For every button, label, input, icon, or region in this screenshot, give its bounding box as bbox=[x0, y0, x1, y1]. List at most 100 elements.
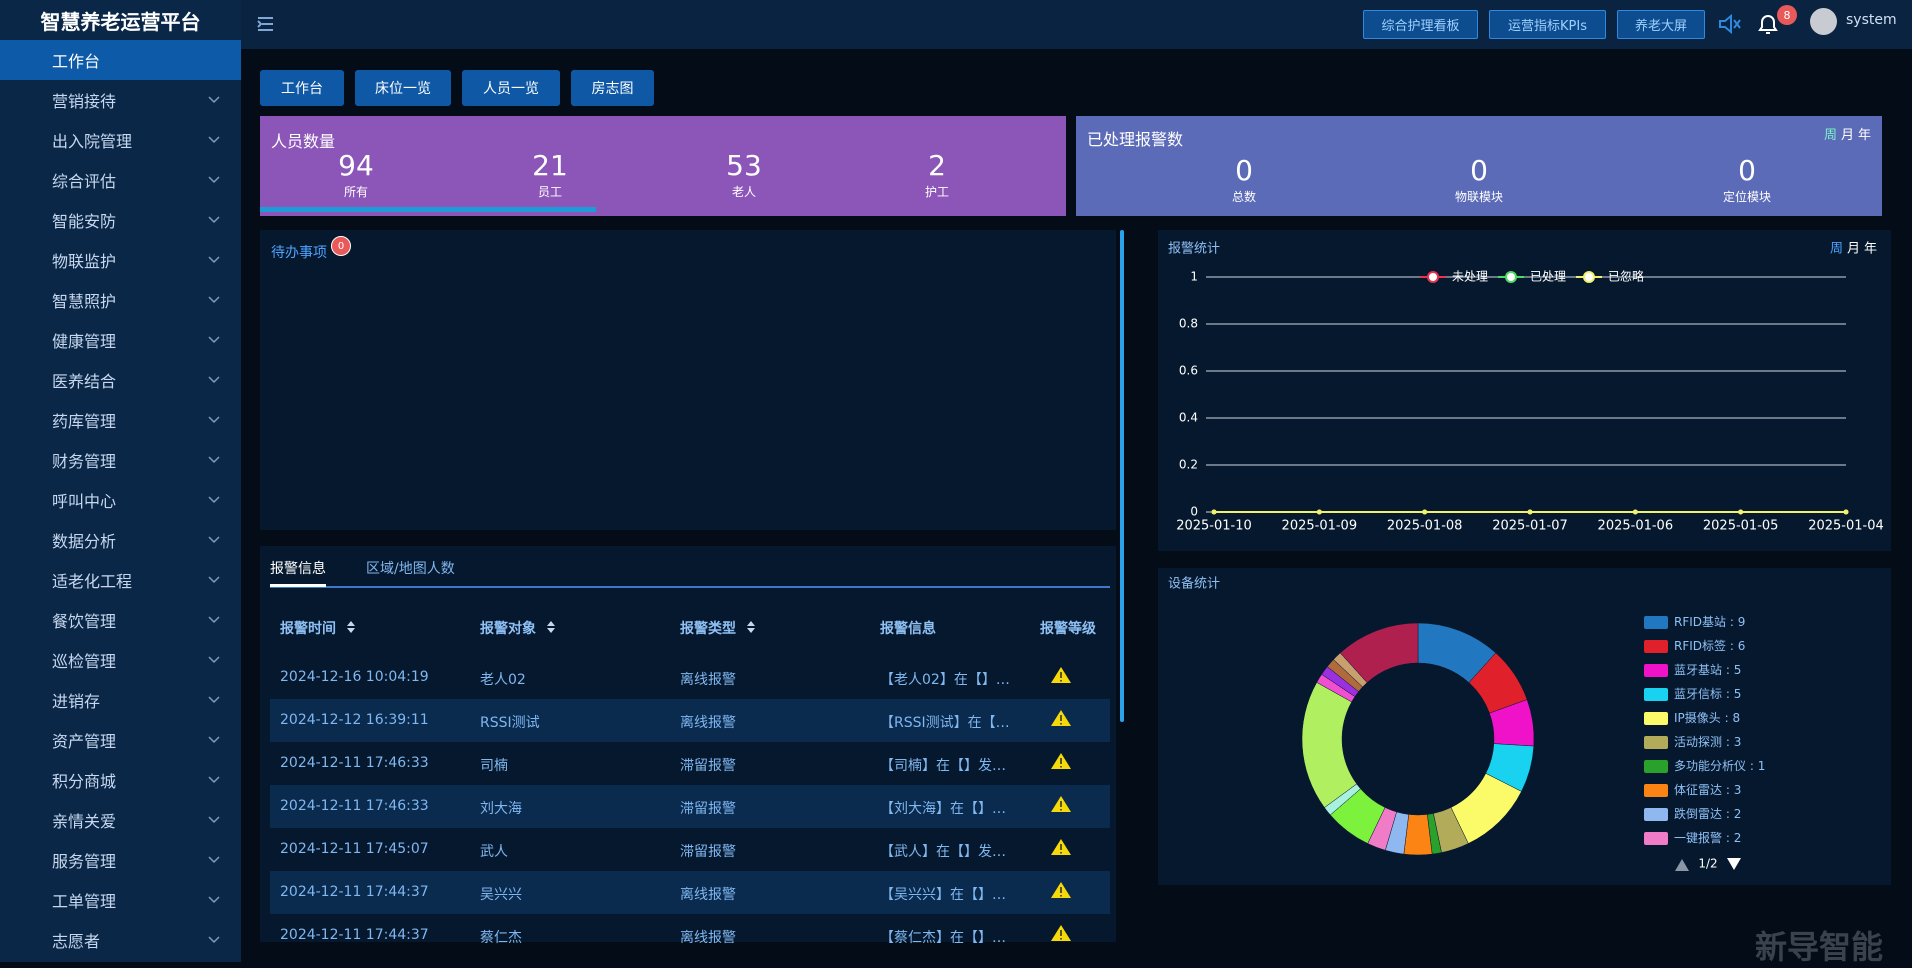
legend-separator: : bbox=[1722, 831, 1734, 845]
sidebar-item[interactable]: 工单管理 bbox=[0, 880, 241, 920]
table-cell: 2024-12-11 17:45:07 bbox=[280, 841, 429, 857]
sidebar-item[interactable]: 医养结合 bbox=[0, 360, 241, 400]
chevron bbox=[208, 496, 220, 504]
sidebar-item[interactable]: 资产管理 bbox=[0, 720, 241, 760]
y-tick-label: 0.4 bbox=[1179, 411, 1198, 425]
legend-swatch bbox=[1644, 832, 1668, 845]
x-tick-label: 2025-01-07 bbox=[1492, 519, 1568, 534]
stat-value: 0 bbox=[1235, 154, 1253, 187]
sidebar-item[interactable]: 呼叫中心 bbox=[0, 480, 241, 520]
column-header[interactable]: 报警类型 bbox=[680, 621, 736, 637]
notification-badge: 8 bbox=[1777, 5, 1797, 25]
quick-tab[interactable]: 房志图 bbox=[571, 70, 654, 106]
sidebar-item[interactable]: 药库管理 bbox=[0, 400, 241, 440]
column-header: 报警等级 bbox=[1040, 621, 1096, 637]
chevron bbox=[208, 376, 220, 384]
point bbox=[1632, 509, 1638, 515]
table-cell: 离线报警 bbox=[680, 887, 736, 903]
chart-title: 设备统计 bbox=[1168, 576, 1220, 592]
period-option[interactable]: 周 bbox=[1824, 128, 1838, 143]
sidebar-item[interactable]: 餐饮管理 bbox=[0, 600, 241, 640]
table-cell: 滞留报警 bbox=[680, 844, 736, 860]
table-tab[interactable]: 区域/地图人数 bbox=[366, 561, 455, 577]
period-option: 年 bbox=[1864, 242, 1877, 257]
table-cell: 【老人02】在【】… bbox=[880, 672, 1010, 688]
mute-icon[interactable] bbox=[1717, 12, 1743, 36]
header-button[interactable]: 养老大屏 bbox=[1617, 10, 1705, 39]
legend-value: 2 bbox=[1734, 831, 1742, 845]
header-button[interactable]: 运营指标KPIs bbox=[1489, 10, 1606, 39]
avatar[interactable] bbox=[1810, 8, 1837, 35]
tab-line bbox=[270, 586, 1110, 588]
sidebar-item[interactable]: 进销存 bbox=[0, 680, 241, 720]
table-cell: 离线报警 bbox=[680, 715, 736, 731]
legend-name: RFID基站 bbox=[1674, 615, 1726, 629]
sidebar-item[interactable]: 出入院管理 bbox=[0, 120, 241, 160]
sidebar-item[interactable]: 志愿者 bbox=[0, 920, 241, 960]
x-tick-label: 2025-01-05 bbox=[1703, 519, 1779, 534]
y-tick-label: 0 bbox=[1190, 505, 1198, 519]
legend-label: 体征雷达 : 3 bbox=[1674, 783, 1741, 797]
legend-label: 多功能分析仪 : 1 bbox=[1674, 759, 1765, 773]
legend-swatch bbox=[1644, 616, 1668, 629]
sidebar-item[interactable]: 营销接待 bbox=[0, 80, 241, 120]
sidebar-item[interactable]: 综合评估 bbox=[0, 160, 241, 200]
sidebar-item[interactable]: 工作台 bbox=[0, 40, 241, 80]
column-header[interactable]: 报警对象 bbox=[480, 621, 536, 637]
sidebar: 智慧养老运营平台 工作台 营销接待 出入院管理 综合评估 智能安防 物联监护 智慧照护 健康管… bbox=[0, 0, 241, 962]
sort-icon[interactable] bbox=[746, 620, 756, 634]
table-cell: 【刘大海】在【】… bbox=[880, 801, 1006, 817]
stat-label: 总数 bbox=[1231, 190, 1256, 204]
sidebar-item[interactable]: 亲情关爱 bbox=[0, 800, 241, 840]
column-header[interactable]: 报警时间 bbox=[280, 621, 336, 637]
legend-name: 跌倒雷达 bbox=[1674, 806, 1722, 821]
user-name[interactable]: system bbox=[1846, 12, 1897, 28]
sidebar-item[interactable]: 适老化工程 bbox=[0, 560, 241, 600]
bell-icon[interactable] bbox=[1756, 12, 1780, 38]
people-card: 人员数量 94 所有 21 员工 53 老人 2 护工 bbox=[260, 116, 1066, 216]
todo-badge: 0 bbox=[331, 236, 351, 256]
table-cell: 【武人】在【】发… bbox=[880, 844, 1006, 860]
legend-separator: : bbox=[1722, 687, 1734, 701]
sidebar-item[interactable]: 财务管理 bbox=[0, 440, 241, 480]
sort-icon[interactable] bbox=[546, 620, 556, 634]
chart-title: 报警统计 bbox=[1168, 241, 1220, 257]
legend-value: 5 bbox=[1734, 663, 1742, 677]
sidebar-item[interactable]: 数据分析 bbox=[0, 520, 241, 560]
legend-label: 一键报警 : 2 bbox=[1674, 830, 1741, 845]
sidebar-item[interactable]: 健康管理 bbox=[0, 320, 241, 360]
sidebar-item[interactable]: 服务管理 bbox=[0, 840, 241, 880]
legend-value: 8 bbox=[1732, 711, 1740, 725]
stat-label: 员工 bbox=[537, 185, 562, 199]
period-option[interactable]: 年 bbox=[1858, 128, 1872, 143]
legend-swatch bbox=[1644, 736, 1668, 749]
quick-tab[interactable]: 床位一览 bbox=[355, 70, 451, 106]
table-cell: 2024-12-11 17:46:33 bbox=[280, 798, 429, 814]
quick-tab[interactable]: 工作台 bbox=[260, 70, 344, 106]
legend-name: 活动探测 bbox=[1674, 735, 1722, 749]
sidebar-item[interactable]: 物联监护 bbox=[0, 240, 241, 280]
stat-value: 21 bbox=[532, 149, 568, 182]
scrollbar[interactable] bbox=[1120, 230, 1124, 722]
sidebar-item[interactable]: 积分商城 bbox=[0, 760, 241, 800]
header-button[interactable]: 综合护理看板 bbox=[1363, 10, 1478, 39]
sidebar-item[interactable]: 智能安防 bbox=[0, 200, 241, 240]
quick-tab[interactable]: 人员一览 bbox=[462, 70, 560, 106]
menu-toggle[interactable] bbox=[257, 15, 275, 33]
sidebar-item[interactable]: 巡检管理 bbox=[0, 640, 241, 680]
legend-separator: : bbox=[1721, 711, 1733, 725]
legend-label: 已忽略 bbox=[1608, 269, 1644, 284]
warning-icon bbox=[1051, 753, 1071, 769]
period-option[interactable]: 月 bbox=[1841, 128, 1855, 143]
chevron bbox=[208, 776, 220, 784]
legend-swatch bbox=[1644, 664, 1668, 677]
stat-label: 老人 bbox=[731, 185, 756, 199]
top-bar: 8 system 综合护理看板 运营指标KPIs 养老大屏 bbox=[241, 0, 1912, 49]
sort-icon[interactable] bbox=[346, 620, 356, 634]
table-tab[interactable]: 报警信息 bbox=[270, 561, 326, 577]
legend-label: 跌倒雷达 : 2 bbox=[1674, 806, 1741, 821]
legend-name: 一键报警 bbox=[1674, 830, 1722, 845]
legend-swatch bbox=[1644, 760, 1668, 773]
sidebar-item[interactable]: 智慧照护 bbox=[0, 280, 241, 320]
chevron bbox=[208, 456, 220, 464]
